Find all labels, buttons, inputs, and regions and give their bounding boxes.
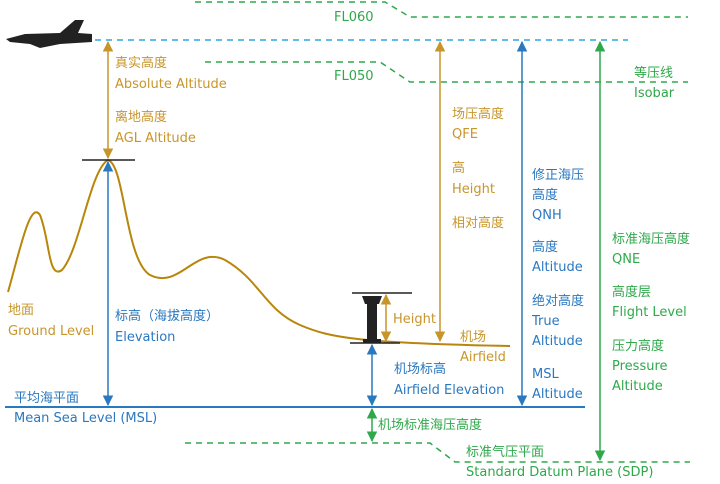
label: Standard Datum Plane (SDP)	[466, 465, 653, 480]
label: 平均海平面	[14, 391, 79, 406]
label: 高度层	[612, 284, 651, 300]
label: Altitude	[532, 387, 583, 402]
label: FL050	[334, 69, 374, 84]
label: 绝对高度	[532, 293, 584, 309]
label: Absolute Altitude	[115, 77, 227, 92]
lines	[5, 1, 690, 463]
label: Ground Level	[8, 324, 94, 339]
label: 机场标准海压高度	[378, 417, 482, 433]
label: QFE	[452, 127, 478, 142]
label: 机场	[460, 330, 486, 345]
label: True	[531, 314, 560, 329]
label: Pressure	[612, 359, 668, 374]
label: Flight Level	[612, 305, 687, 320]
label: 标高（海拔高度）	[115, 308, 219, 324]
label: 真实高度	[115, 55, 167, 71]
label: Airfield Elevation	[394, 383, 504, 398]
label: FL060	[334, 10, 374, 25]
label: Altitude	[532, 334, 583, 349]
label: 高度	[532, 239, 558, 255]
label: Height	[452, 182, 495, 197]
label: 高	[452, 160, 465, 176]
label: 修正海压	[532, 168, 584, 183]
label: 场压高度	[452, 106, 504, 122]
label: MSL	[532, 367, 559, 382]
label: 离地高度	[115, 109, 167, 125]
label: 高度	[532, 187, 558, 203]
tower-icon	[362, 296, 382, 343]
label: Mean Sea Level (MSL)	[14, 411, 157, 426]
label: Altitude	[532, 260, 583, 275]
labels: FL060 FL050 等压线 Isobar 真实高度 Absolute Alt…	[8, 10, 690, 480]
label: Isobar	[634, 86, 675, 101]
label: QNE	[612, 252, 640, 267]
label: Altitude	[612, 379, 663, 394]
label: 地面	[8, 303, 34, 318]
label: 压力高度	[612, 338, 664, 354]
label: Airfield	[460, 350, 506, 365]
label: 机场标高	[394, 361, 446, 377]
aircraft-icon	[6, 20, 92, 48]
label: 等压线	[634, 65, 673, 81]
label: Height	[393, 312, 436, 327]
label: 相对高度	[452, 215, 504, 231]
label: 标准海压高度	[612, 231, 690, 247]
label: AGL Altitude	[115, 131, 196, 146]
label: Elevation	[115, 330, 175, 345]
label: 标准气压平面	[466, 444, 544, 460]
label: QNH	[532, 208, 562, 223]
